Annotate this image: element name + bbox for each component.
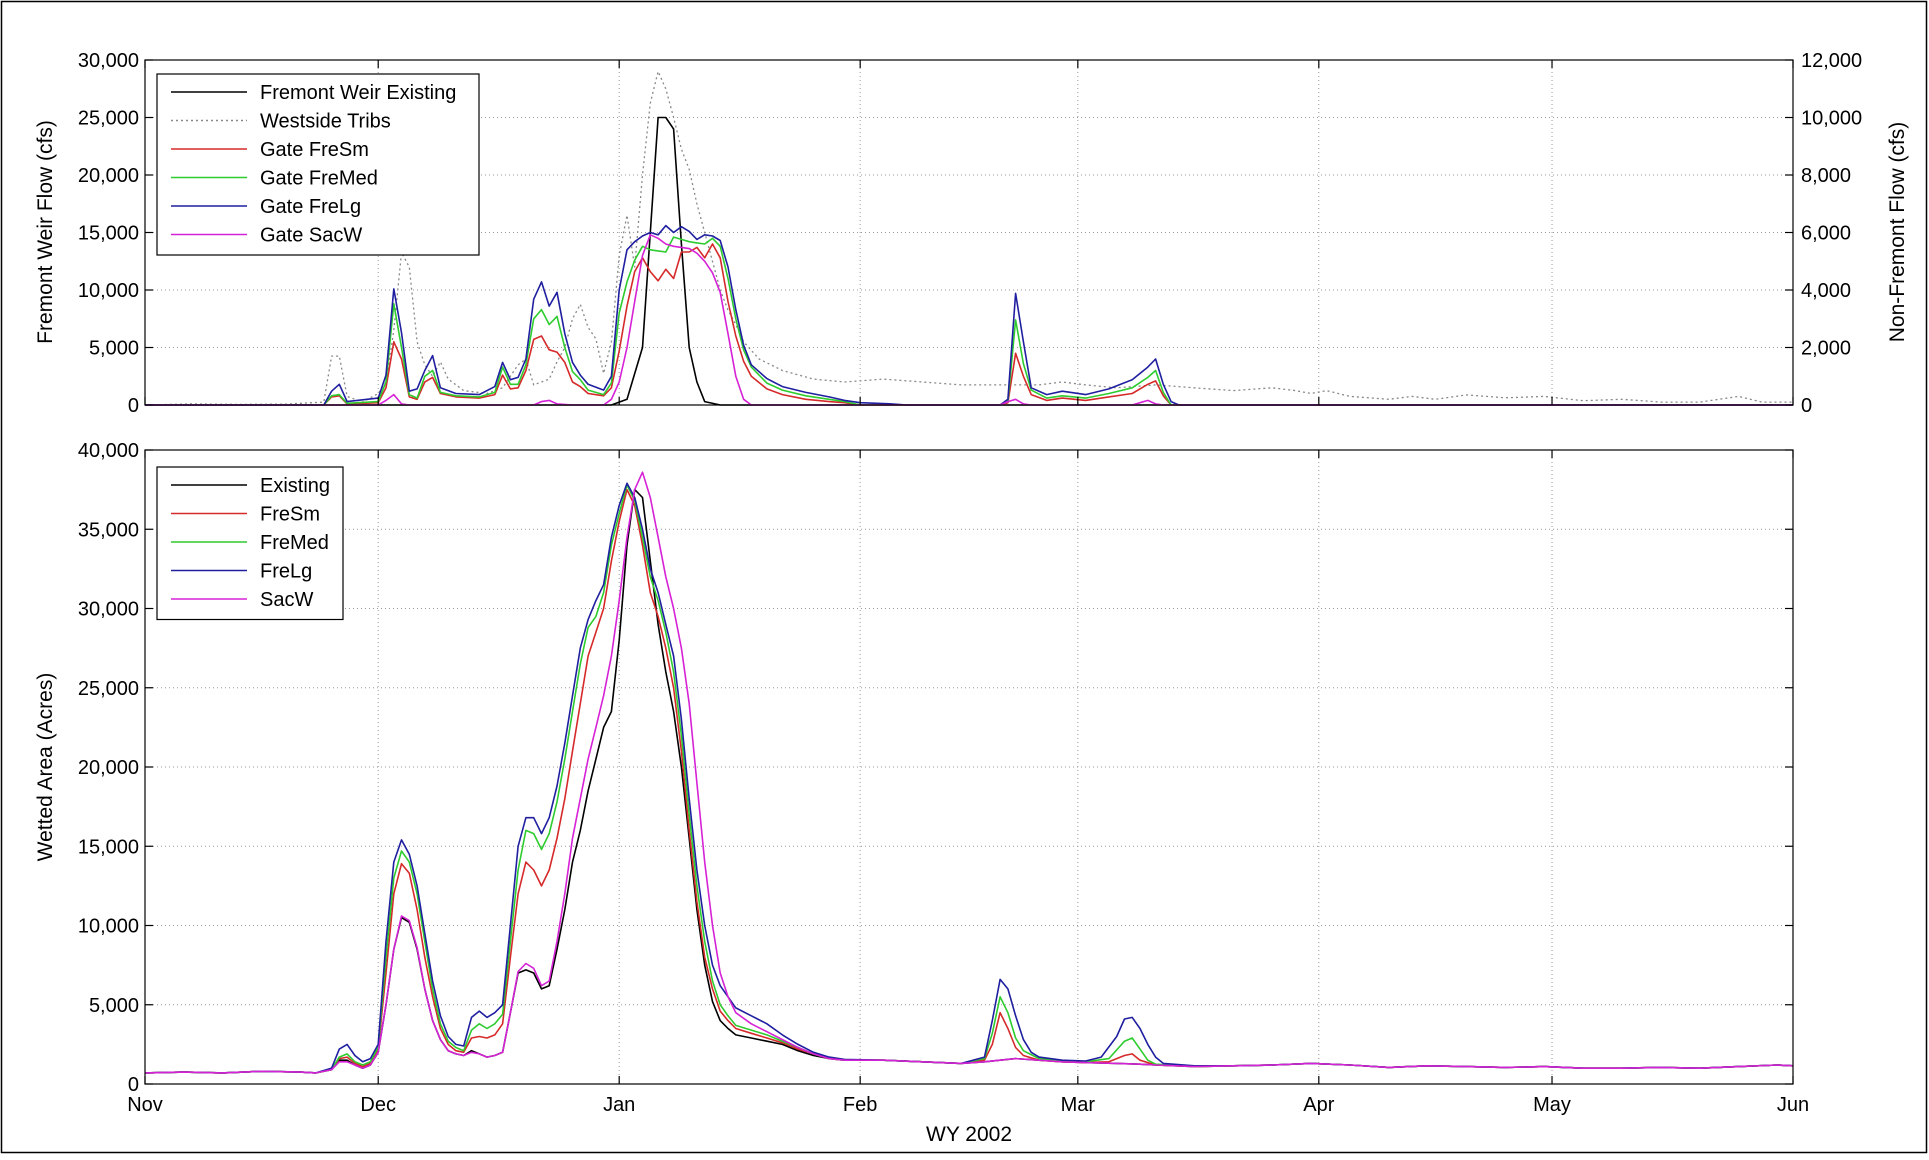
top-y-axis-label-right: Non-Fremont Flow (cfs): [1886, 122, 1909, 343]
bottom-x-ticks: Nov Dec Jan Feb Mar Apr May Jun: [127, 450, 1809, 1116]
series-line-gate-fresm: [145, 243, 1793, 406]
legend-label-sacw: SacW: [260, 589, 313, 611]
bottom-y-ticks: 0 5,000 10,000 15,000 20,000 25,000 30,000 35,0…: [78, 440, 1793, 1096]
x-tick-label: Jan: [603, 1094, 635, 1116]
y-tick-label-right: 12,000: [1801, 50, 1862, 72]
y-tick-label: 10,000: [78, 916, 139, 938]
y-tick-label-right: 2,000: [1801, 338, 1851, 360]
series-line-fremont-weir-existing: [145, 116, 1793, 406]
y-tick-label-right: 10,000: [1801, 108, 1862, 130]
legend-label-frelg: FreLg: [260, 561, 312, 583]
bottom-grid: [145, 450, 1793, 1084]
x-tick-label: Feb: [843, 1094, 877, 1116]
bottom-y-axis-label: Wetted Area (Acres): [34, 673, 57, 862]
x-tick-label: Nov: [127, 1094, 163, 1116]
series-line-gate-fremed: [145, 236, 1793, 406]
y-tick-label-right: 0: [1801, 395, 1812, 417]
legend-label-westside-tribs: Westside Tribs: [260, 111, 391, 133]
top-x-ticks: [144, 60, 1794, 405]
legend-label-existing: Existing: [260, 475, 330, 497]
series-line-sacw: [144, 471, 1794, 1074]
y-tick-label: 0: [128, 1074, 139, 1096]
y-tick-label: 15,000: [78, 836, 139, 858]
top-legend: Fremont Weir Existing Westside Tribs Gate …: [156, 73, 480, 256]
y-tick-label: 40,000: [78, 440, 139, 462]
y-tick-label: 35,000: [78, 519, 139, 541]
top-panel: 0 5,000 10,000 15,000 20,000 25,000 30,000 0 2,…: [34, 50, 1909, 417]
x-tick-label: Apr: [1303, 1094, 1334, 1116]
y-tick-label: 20,000: [78, 757, 139, 779]
top-y-ticks: 0 5,000 10,000 15,000 20,000 25,000 30,000: [78, 50, 153, 417]
legend-label-fremed: FreMed: [260, 532, 329, 554]
legend-label-gate-fresm: Gate FreSm: [260, 139, 369, 161]
y-tick-label-right: 4,000: [1801, 280, 1851, 302]
top-series-group: [144, 70, 1793, 406]
legend-label-gate-frelg: Gate FreLg: [260, 196, 361, 218]
y-tick-label-right: 8,000: [1801, 165, 1851, 187]
x-tick-label: Jun: [1777, 1094, 1809, 1116]
series-line-frelg: [144, 482, 1794, 1074]
x-tick-label: Dec: [360, 1094, 396, 1116]
x-tick-label: Mar: [1061, 1094, 1096, 1116]
legend-label-fremont-weir-existing: Fremont Weir Existing: [260, 82, 456, 104]
top-y-ticks-right: 0 2,000 4,000 6,000 8,000 10,000 12,000: [1785, 50, 1862, 417]
y-tick-label: 5,000: [89, 995, 139, 1017]
series-line-gate-frelg: [145, 224, 1793, 406]
top-y-axis-label: Fremont Weir Flow (cfs): [34, 120, 57, 344]
y-tick-label: 25,000: [78, 108, 139, 130]
y-tick-label: 25,000: [78, 678, 139, 700]
legend-box: [156, 73, 480, 256]
legend-label-gate-sacw: Gate SacW: [260, 225, 362, 247]
y-tick-label: 10,000: [78, 280, 139, 302]
y-tick-label: 0: [128, 395, 139, 417]
bottom-x-axis-label: WY 2002: [926, 1123, 1012, 1146]
y-tick-label: 20,000: [78, 165, 139, 187]
bottom-legend: Existing FreSm FreMed FreLg SacW: [156, 466, 344, 621]
x-tick-label: May: [1533, 1094, 1571, 1116]
bottom-panel: 0 5,000 10,000 15,000 20,000 25,000 30,000 35,0…: [34, 440, 1809, 1146]
series-line-westside-tribs: [144, 70, 1793, 406]
y-tick-label: 30,000: [78, 599, 139, 621]
legend-box: [156, 466, 344, 621]
legend-label-fresm: FreSm: [260, 504, 320, 526]
y-tick-label: 5,000: [89, 338, 139, 360]
y-tick-label-right: 6,000: [1801, 223, 1851, 245]
y-tick-label: 30,000: [78, 50, 139, 72]
series-line-gate-sacw: [145, 234, 1793, 406]
legend-label-gate-fremed: Gate FreMed: [260, 168, 378, 190]
y-tick-label: 15,000: [78, 223, 139, 245]
bottom-series-group: [144, 471, 1794, 1074]
